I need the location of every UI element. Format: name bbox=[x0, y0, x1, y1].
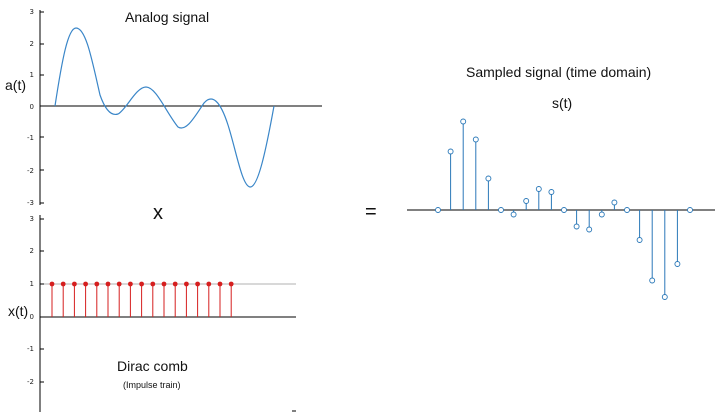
analog-tick-label: 0 bbox=[30, 103, 34, 111]
sampled-point bbox=[661, 294, 668, 300]
comb-impulse-dot bbox=[94, 281, 100, 287]
comb-tick-label: 0 bbox=[30, 313, 34, 321]
sampled-stems bbox=[435, 118, 693, 300]
sampled-point bbox=[548, 189, 555, 195]
analog-tick-label: -2 bbox=[27, 167, 34, 175]
sampled-point bbox=[435, 207, 441, 213]
sampled-point bbox=[523, 198, 530, 204]
comb-impulse-dot bbox=[206, 281, 212, 287]
sampled-y-label: s(t) bbox=[552, 95, 572, 111]
sampled-title: Sampled signal (time domain) bbox=[466, 64, 651, 80]
sampled-point bbox=[624, 207, 630, 213]
comb-tick-label: 2 bbox=[30, 247, 34, 255]
sampled-point bbox=[649, 277, 656, 284]
sampled-point bbox=[485, 175, 492, 182]
sampled-point bbox=[687, 207, 693, 213]
sampled-point bbox=[561, 207, 567, 213]
sampled-point bbox=[510, 211, 517, 218]
comb-impulses bbox=[49, 281, 234, 317]
comb-subtitle: (Impulse train) bbox=[123, 380, 181, 390]
comb-tick-label: 3 bbox=[30, 215, 34, 223]
sampled-point bbox=[535, 186, 542, 192]
sampled-point bbox=[573, 223, 580, 230]
comb-impulse-dot bbox=[172, 281, 178, 287]
comb-tick-label: -2 bbox=[27, 378, 34, 386]
sampled-point bbox=[586, 226, 593, 233]
analog-y-label: a(t) bbox=[5, 77, 26, 93]
comb-title: Dirac comb bbox=[117, 358, 188, 374]
comb-impulse-dot bbox=[72, 281, 77, 287]
comb-impulse-dot bbox=[161, 281, 167, 287]
comb-tick-label: -1 bbox=[27, 345, 34, 353]
comb-impulse-dot bbox=[228, 281, 234, 287]
comb-panel: 3 2 1 0 -1 -2 Dirac comb (Impulse train)… bbox=[8, 215, 296, 412]
sampled-point bbox=[447, 148, 454, 155]
sampled-point bbox=[598, 211, 605, 218]
comb-tick-label: 1 bbox=[30, 280, 34, 288]
comb-impulse-dot bbox=[127, 281, 133, 287]
analog-tick-label: -3 bbox=[27, 199, 34, 207]
sampled-point bbox=[472, 136, 479, 143]
comb-impulse-dot bbox=[217, 281, 223, 287]
sampled-panel: Sampled signal (time domain) s(t) bbox=[407, 64, 715, 300]
analog-panel: 3 2 1 0 -1 -2 -3 Analog signal a(t) bbox=[5, 8, 322, 207]
sampled-point bbox=[498, 207, 504, 213]
comb-y-label: x(t) bbox=[8, 303, 28, 319]
comb-impulse-dot bbox=[116, 281, 122, 287]
analog-tick-label: 1 bbox=[30, 71, 34, 79]
comb-y-ticks: 3 2 1 0 -1 -2 bbox=[27, 215, 44, 386]
comb-impulse-dot bbox=[49, 281, 55, 287]
analog-tick-label: 3 bbox=[30, 8, 34, 16]
multiply-operator: x bbox=[153, 202, 163, 224]
sampled-point bbox=[460, 118, 467, 125]
comb-impulse-dot bbox=[195, 281, 201, 287]
analog-tick-label: -1 bbox=[27, 134, 34, 142]
equals-operator: = bbox=[365, 201, 377, 223]
sampled-point bbox=[674, 261, 681, 267]
comb-impulse-dot bbox=[60, 281, 66, 287]
sampled-point bbox=[636, 237, 643, 243]
comb-impulse-dot bbox=[150, 281, 156, 287]
analog-waveform bbox=[54, 27, 275, 188]
comb-impulse-dot bbox=[139, 281, 145, 287]
sampled-point bbox=[611, 199, 618, 206]
comb-impulse-dot bbox=[105, 281, 111, 287]
comb-impulse-dot bbox=[184, 281, 189, 287]
comb-impulse-dot bbox=[83, 281, 88, 287]
analog-title: Analog signal bbox=[125, 9, 209, 25]
analog-tick-label: 2 bbox=[30, 40, 34, 48]
analog-y-ticks: 3 2 1 0 -1 -2 -3 bbox=[27, 8, 44, 207]
